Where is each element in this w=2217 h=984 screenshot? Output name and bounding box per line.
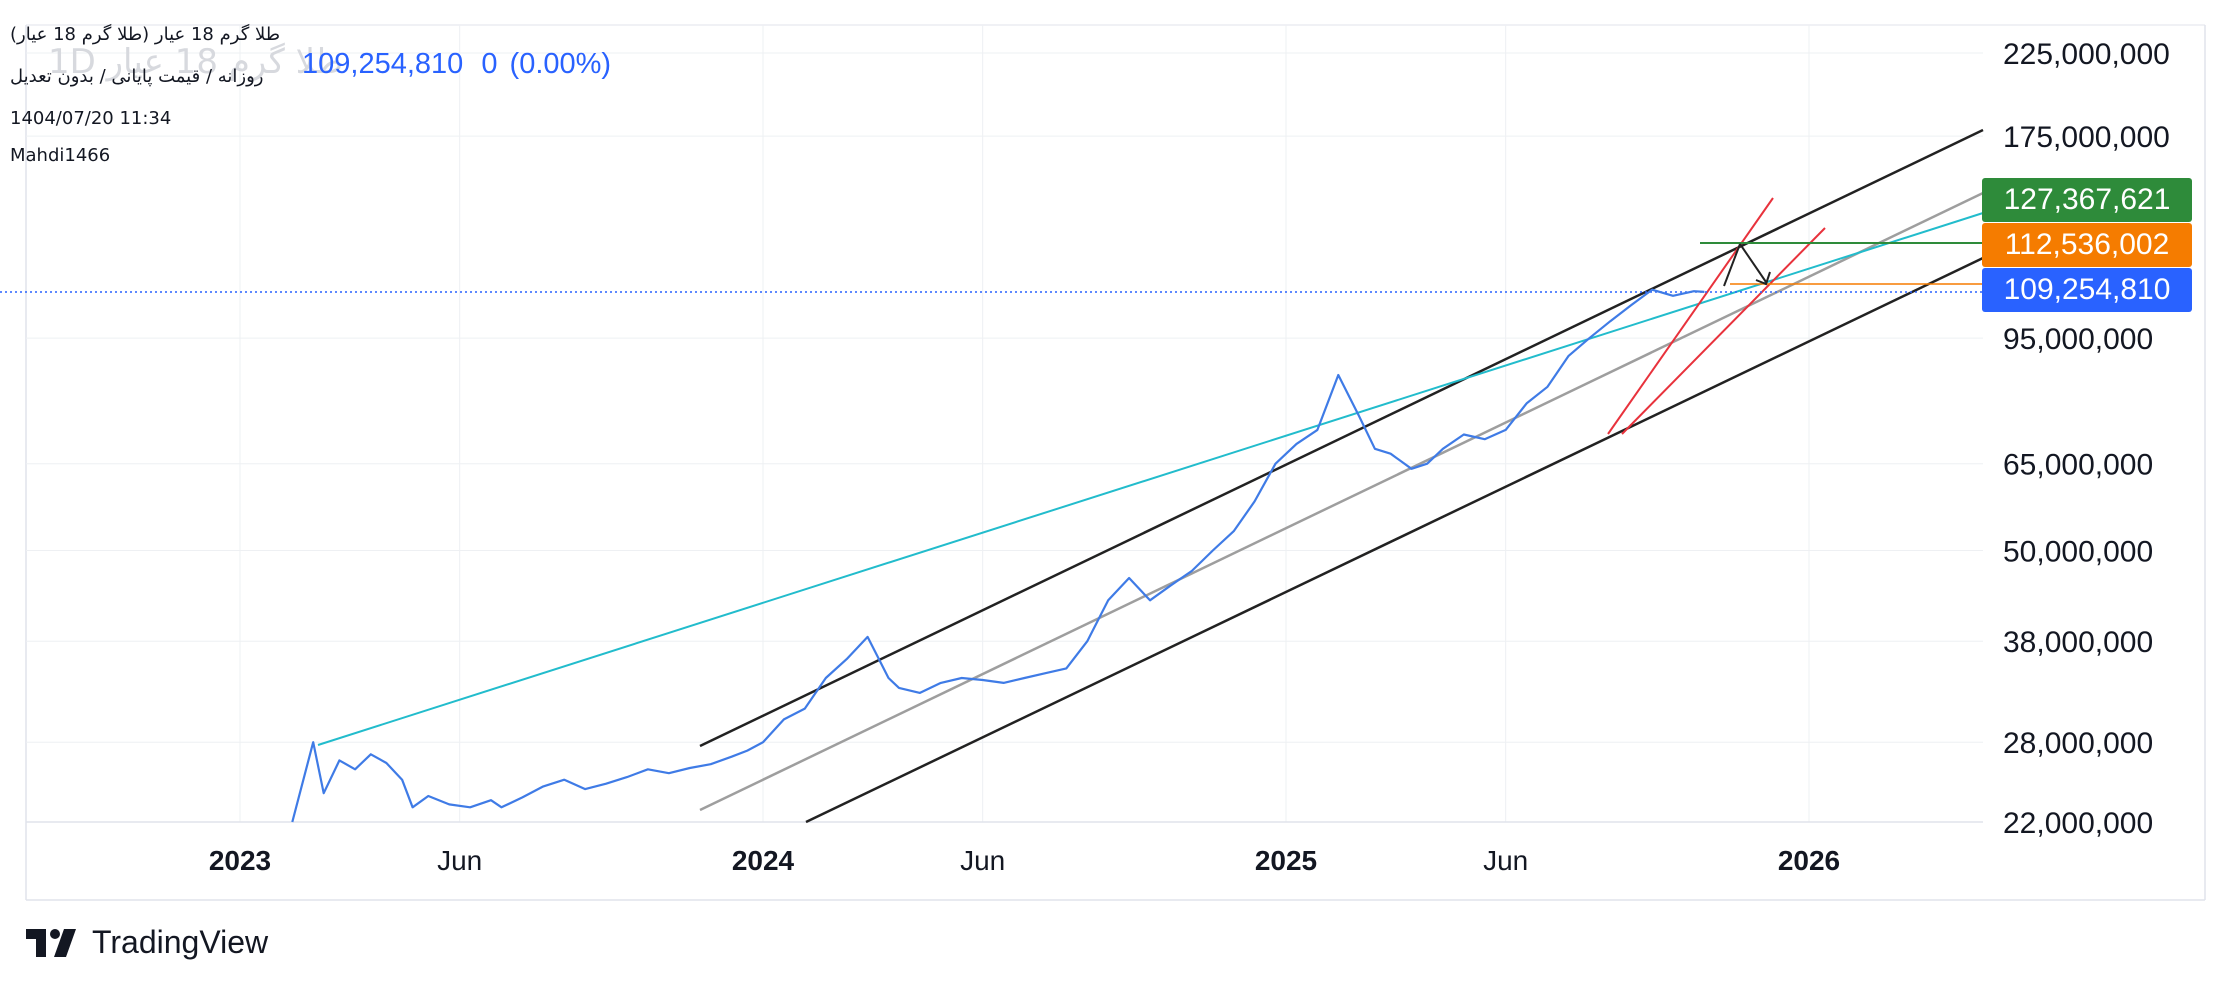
price-tag-blue[interactable]: 109,254,810 — [1982, 268, 2192, 312]
x-tick-label: Jun — [1483, 845, 1528, 876]
last-price-value: 109,254,810 — [302, 48, 464, 80]
y-tick-label: 22,000,000 — [2003, 807, 2153, 840]
red-line-steep[interactable] — [1607, 197, 1774, 435]
x-tick-label: 2026 — [1778, 845, 1840, 876]
channel-mid-line[interactable] — [699, 191, 1984, 812]
channel-upper-line[interactable] — [699, 128, 1984, 748]
tradingview-logo-icon — [26, 928, 76, 957]
x-tick-label: 2023 — [209, 845, 271, 876]
y-tick-label: 95,000,000 — [2003, 323, 2153, 356]
x-axis-labels: 2023 Jun 2024 Jun 2025 Jun 2026 — [209, 845, 1840, 876]
chart-title: طلا گرم 18 عیار (طلا گرم 18 عیار) — [10, 24, 281, 45]
price-series-line[interactable] — [291, 288, 1705, 823]
red-line-shallow[interactable] — [1621, 227, 1826, 435]
trend-line-cyan[interactable] — [317, 212, 1984, 746]
y-tick-label: 38,000,000 — [2003, 626, 2153, 659]
y-tick-label: 175,000,000 — [2003, 121, 2170, 154]
interval-info: روزانه / قیمت پایانی / بدون تعدیل — [10, 66, 264, 87]
y-axis-labels: 225,000,000 175,000,000 95,000,000 65,000,0… — [2003, 38, 2170, 840]
snapshot-datetime: 1404/07/20 11:34 — [10, 108, 172, 129]
price-readout: 109,254,810 0 (0.00%) — [302, 48, 621, 81]
arrow-down-stroke[interactable] — [1739, 243, 1767, 283]
arrow-up-stroke[interactable] — [1723, 243, 1741, 287]
symbol-watermark: طلا گرم 18 عیار 1D — [48, 42, 343, 82]
author-name: Mahdi1466 — [10, 145, 111, 166]
arrow-head — [1755, 271, 1771, 286]
x-tick-label: Jun — [960, 845, 1005, 876]
price-tag-green[interactable]: 127,367,621 — [1982, 178, 2192, 222]
channel-lower-line[interactable] — [805, 256, 1984, 824]
y-tick-label: 28,000,000 — [2003, 727, 2153, 760]
chart-drawings[interactable] — [317, 128, 1984, 824]
price-tag-orange[interactable]: 112,536,002 — [1982, 223, 2192, 267]
y-tick-label: 225,000,000 — [2003, 38, 2170, 71]
y-tick-label: 50,000,000 — [2003, 535, 2153, 568]
tradingview-logo[interactable]: TradingView — [26, 924, 268, 961]
price-change-percent: (0.00%) — [509, 48, 612, 80]
x-tick-label: Jun — [437, 845, 482, 876]
tradingview-logo-text: TradingView — [92, 924, 269, 960]
x-tick-label: 2025 — [1255, 845, 1317, 876]
price-change-value: 0 — [481, 48, 498, 80]
x-tick-label: 2024 — [732, 845, 795, 876]
y-tick-label: 65,000,000 — [2003, 449, 2153, 482]
grid-lines — [26, 25, 1983, 823]
